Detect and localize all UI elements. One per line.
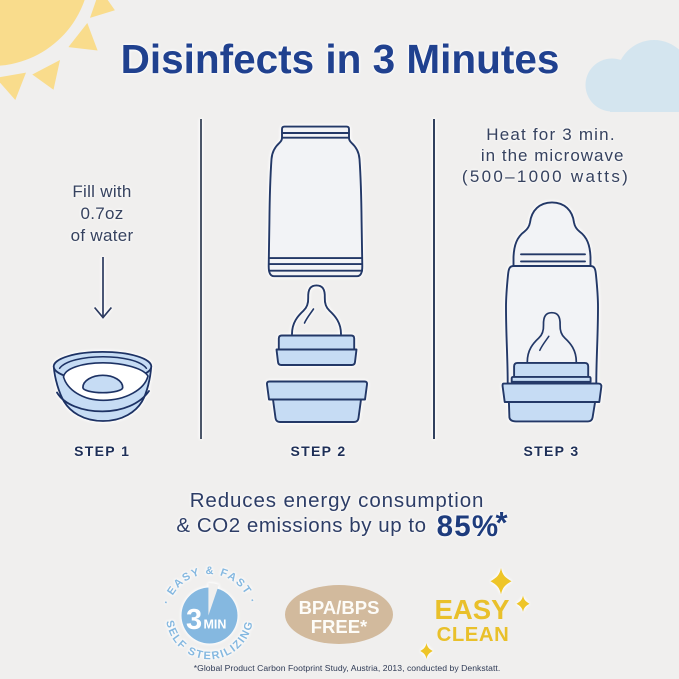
svg-text:3: 3 xyxy=(186,604,202,636)
svg-text:MIN: MIN xyxy=(204,618,227,632)
